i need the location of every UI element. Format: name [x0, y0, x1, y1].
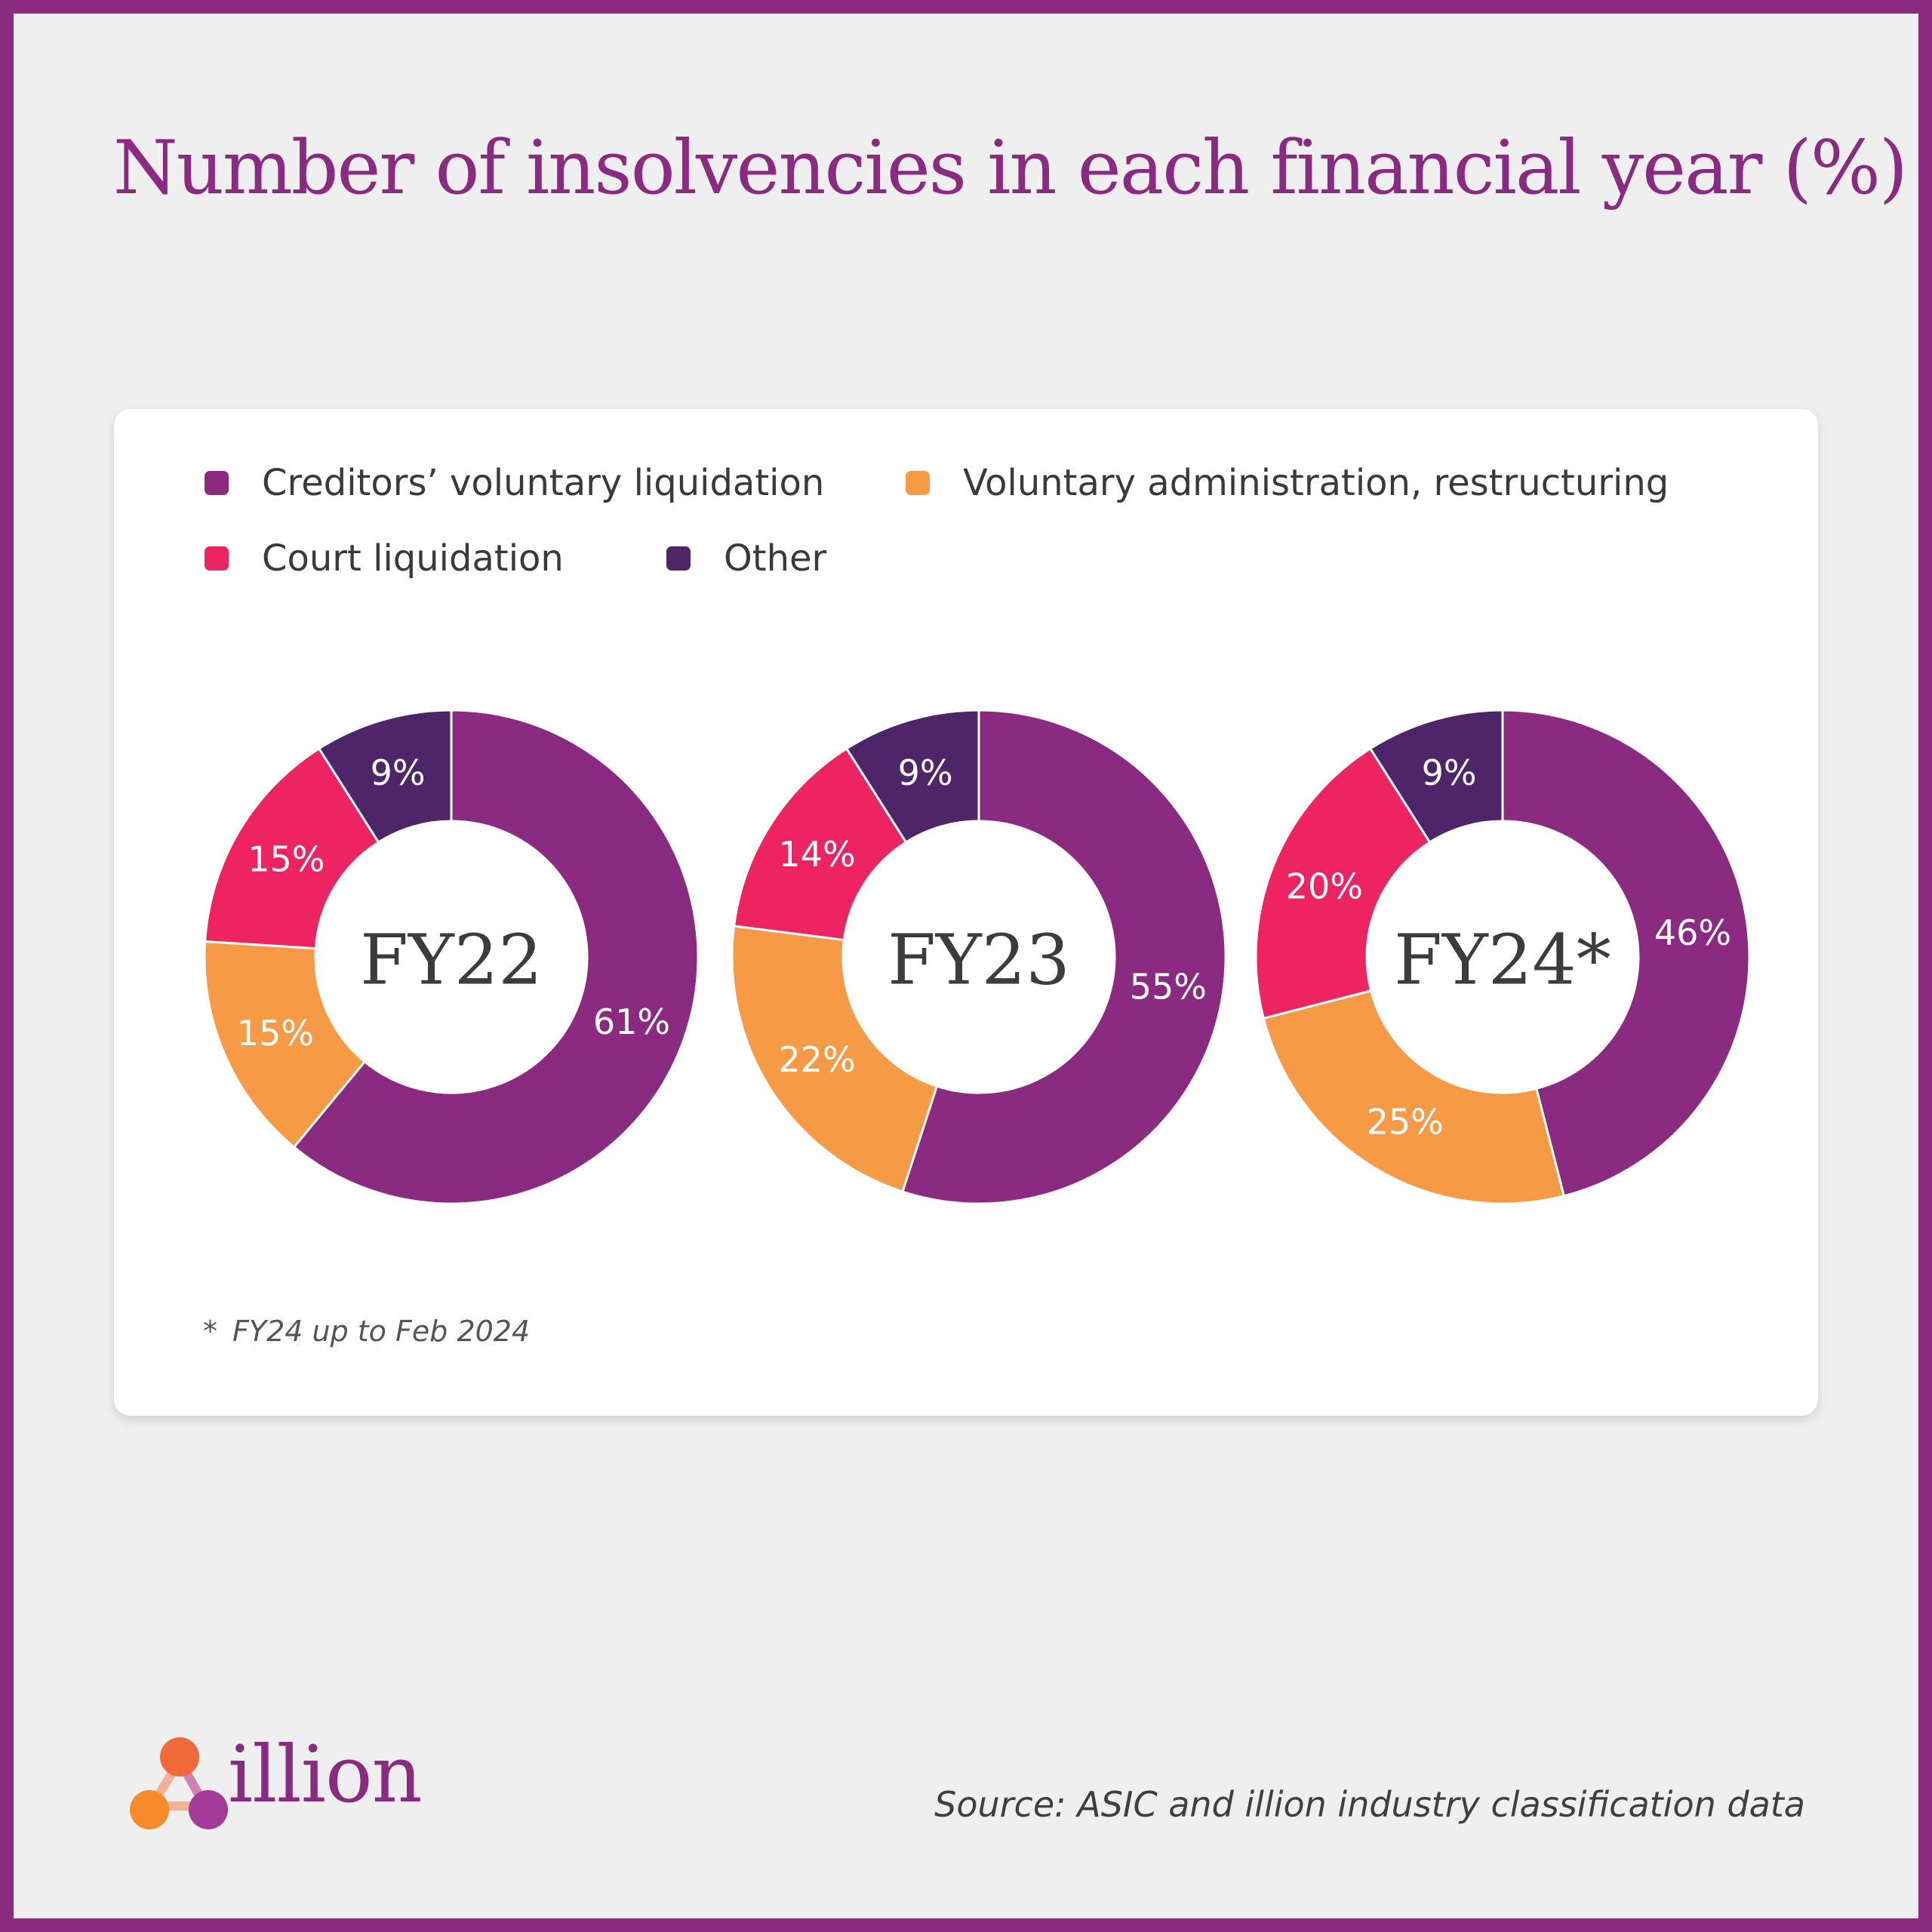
legend-swatch: [205, 471, 229, 495]
donut-slice: [1501, 709, 1751, 1198]
donut-center-label: FY24*: [1394, 920, 1611, 1001]
slice-value-label: 9%: [898, 752, 953, 793]
donut-slice: [292, 709, 700, 1205]
donut-charts: 61% 15% 15% 9% FY22 55% 22% 14% 9% FY23 46% 25% 20% 9…: [203, 709, 1751, 1205]
slice-value-label: 9%: [371, 752, 426, 793]
brand-name: illion: [228, 1728, 423, 1820]
legend-item-voluntary-administration: Voluntary administration, restructuring: [906, 462, 1669, 504]
legend-item-court-liquidation: Court liquidation: [205, 537, 564, 580]
slice-value-label: 20%: [1286, 866, 1363, 906]
illion-logo: illion: [127, 1728, 459, 1840]
slice-value-label: 15%: [248, 839, 325, 880]
donut-slice: [317, 709, 453, 844]
donut-fy24: 46% 25% 20% 9% FY24*: [1254, 709, 1751, 1205]
slice-value-label: 61%: [593, 1001, 670, 1042]
donut-center-label: FY23: [888, 920, 1070, 1001]
footnote-marker: *: [203, 1315, 217, 1348]
legend-label: Voluntary administration, restructuring: [963, 462, 1669, 504]
source-note: Source: ASIC and illion industry classif…: [934, 1784, 1805, 1825]
legend-label: Creditors’ voluntary liquidation: [262, 462, 825, 504]
footnote-text: FY24 up to Feb 2024: [232, 1315, 531, 1348]
slice-value-label: 15%: [237, 1013, 314, 1054]
donut-slice: [731, 924, 939, 1193]
footnote: * FY24 up to Feb 2024: [203, 1315, 530, 1348]
donut-slice: [732, 746, 908, 942]
slice-value-label: 14%: [778, 834, 855, 875]
donut-fy22: 61% 15% 15% 9% FY22: [203, 709, 700, 1205]
donut-slice: [1254, 746, 1432, 1020]
legend-swatch: [906, 471, 930, 495]
chart-card: Creditors’ voluntary liquidation Volunta…: [114, 409, 1818, 1416]
illion-logo-mark-icon: [130, 1737, 228, 1829]
slice-value-label: 9%: [1422, 752, 1477, 793]
infographic-frame: Number of insolvencies in each financial…: [14, 14, 1918, 1918]
slice-value-label: 25%: [1367, 1102, 1444, 1143]
donut-slice: [901, 709, 1227, 1205]
slice-value-label: 46%: [1654, 912, 1731, 953]
chart-title: Number of insolvencies in each financial…: [113, 125, 1908, 211]
donut-slice: [1262, 989, 1566, 1205]
legend-label: Court liquidation: [262, 537, 564, 580]
legend-swatch: [666, 546, 691, 571]
slice-value-label: 22%: [778, 1039, 855, 1080]
donut-slice: [204, 746, 380, 950]
donut-center-label: FY22: [360, 920, 543, 1001]
legend-item-creditors-voluntary-liquidation: Creditors’ voluntary liquidation: [205, 462, 824, 504]
legend-swatch: [205, 546, 229, 571]
slice-value-label: 55%: [1130, 967, 1207, 1008]
donut-slice: [203, 940, 367, 1149]
donut-slice: [1368, 709, 1504, 844]
legend-item-other: Other: [666, 537, 826, 580]
donut-fy23: 55% 22% 14% 9% FY23: [731, 709, 1227, 1205]
donut-slice: [844, 709, 980, 844]
legend-label: Other: [724, 537, 827, 580]
